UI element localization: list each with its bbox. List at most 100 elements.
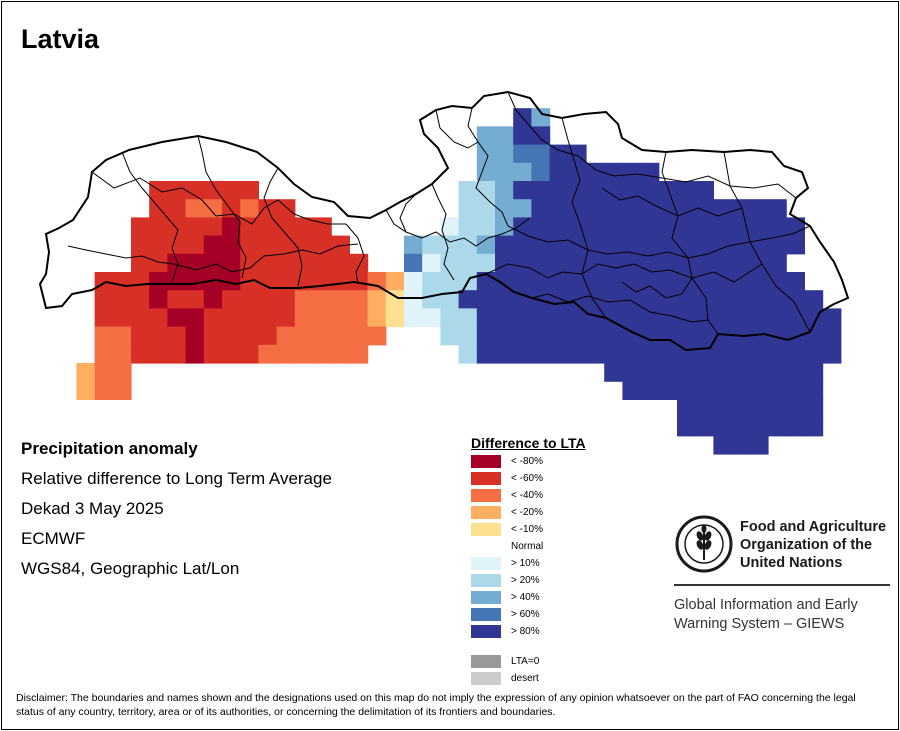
- grid-cell: [476, 290, 496, 309]
- grid-cell: [677, 381, 696, 400]
- grid-cell: [476, 126, 496, 146]
- grid-cell: [658, 217, 678, 237]
- grid-cell: [586, 253, 605, 273]
- grid-cell: [713, 272, 733, 291]
- internal-boundary: [399, 193, 417, 233]
- grid-cell: [695, 253, 714, 273]
- grid-cell: [604, 308, 623, 328]
- grid-cell: [695, 417, 714, 437]
- grid-cell: [349, 253, 369, 273]
- grid-cell: [549, 326, 569, 346]
- grid-cell: [458, 235, 478, 255]
- grid-cell: [531, 344, 551, 364]
- grid-cell: [258, 235, 278, 255]
- grid-cell: [658, 290, 678, 309]
- grid-cell: [531, 272, 551, 291]
- grid-cell: [640, 290, 660, 309]
- grid-cell: [768, 217, 787, 237]
- grid-cell: [749, 199, 769, 218]
- internal-boundary: [661, 151, 719, 335]
- grid-cell: [258, 344, 278, 364]
- grid-cell: [294, 253, 314, 273]
- grid-cell: [604, 344, 623, 364]
- grid-cell: [112, 363, 132, 382]
- grid-cell: [131, 253, 150, 273]
- grid-cell: [495, 126, 514, 146]
- grid-cell: [94, 290, 114, 309]
- grid-cell: [185, 253, 205, 273]
- grid-cell: [531, 126, 551, 146]
- grid-cell: [531, 199, 551, 218]
- grid-cell: [131, 308, 150, 328]
- grid-cell: [276, 199, 296, 218]
- grid-cell: [94, 363, 114, 382]
- grid-cell: [112, 344, 132, 364]
- grid-cell: [331, 253, 350, 273]
- grid-cell: [768, 344, 787, 364]
- grid-cell: [786, 217, 805, 237]
- grid-cell: [258, 290, 278, 309]
- anomaly-grid: [76, 108, 842, 455]
- grid-cell: [804, 290, 824, 309]
- grid-cell: [367, 326, 387, 346]
- grid-cell: [695, 235, 714, 255]
- grid-cell: [804, 399, 824, 419]
- legend-title: Difference to LTA: [471, 435, 586, 451]
- grid-cell: [404, 235, 423, 255]
- grid-cell: [640, 381, 660, 400]
- grid-cell: [76, 363, 96, 382]
- map-title: Latvia: [21, 24, 100, 54]
- org-name-line: United Nations: [740, 555, 843, 571]
- internal-boundary: [197, 135, 247, 279]
- grid-cell: [640, 272, 660, 291]
- grid-cell: [94, 326, 114, 346]
- grid-cell: [112, 381, 132, 400]
- grid-cell: [695, 290, 714, 309]
- grid-cell: [276, 344, 296, 364]
- legend-item: LTA=0: [471, 654, 539, 668]
- grid-cell: [367, 308, 387, 328]
- grid-cell: [640, 181, 660, 200]
- grid-cell: [149, 326, 168, 346]
- grid-cell: [112, 308, 132, 328]
- grid-cell: [622, 326, 642, 346]
- grid-cell: [404, 308, 423, 328]
- grid-cell: [185, 272, 205, 291]
- grid-cell: [495, 344, 514, 364]
- grid-cell: [149, 217, 168, 237]
- grid-cell: [768, 381, 787, 400]
- grid-cell: [476, 344, 496, 364]
- grid-cell: [768, 363, 787, 382]
- grid-cell: [94, 344, 114, 364]
- internal-boundary: [263, 167, 303, 287]
- internal-boundary: [621, 277, 693, 299]
- grid-cell: [112, 326, 132, 346]
- grid-cell: [640, 308, 660, 328]
- grid-cell: [713, 417, 733, 437]
- grid-cell: [604, 181, 623, 200]
- grid-cell: [604, 326, 623, 346]
- fao-org-name: Food and Agriculture Organization of the…: [740, 518, 886, 572]
- grid-cell: [440, 217, 460, 237]
- grid-cell: [567, 326, 587, 346]
- grid-cell: [276, 253, 296, 273]
- country-boundaries: [38, 90, 850, 352]
- grid-cell: [240, 199, 259, 218]
- grid-cell: [240, 344, 259, 364]
- grid-cell: [513, 272, 532, 291]
- grid-cell: [586, 326, 605, 346]
- grid-cell: [731, 272, 751, 291]
- grid-cell: [276, 308, 296, 328]
- grid-cell: [513, 235, 532, 255]
- legend-item: > 20%: [471, 573, 540, 587]
- grid-cell: [513, 308, 532, 328]
- grid-cell: [622, 272, 642, 291]
- grid-cell: [604, 253, 623, 273]
- legend-label: > 10%: [511, 557, 540, 569]
- grid-cell: [149, 290, 168, 309]
- grid-cell: [713, 363, 733, 382]
- grid-cell: [749, 417, 769, 437]
- grid-cell: [549, 162, 569, 182]
